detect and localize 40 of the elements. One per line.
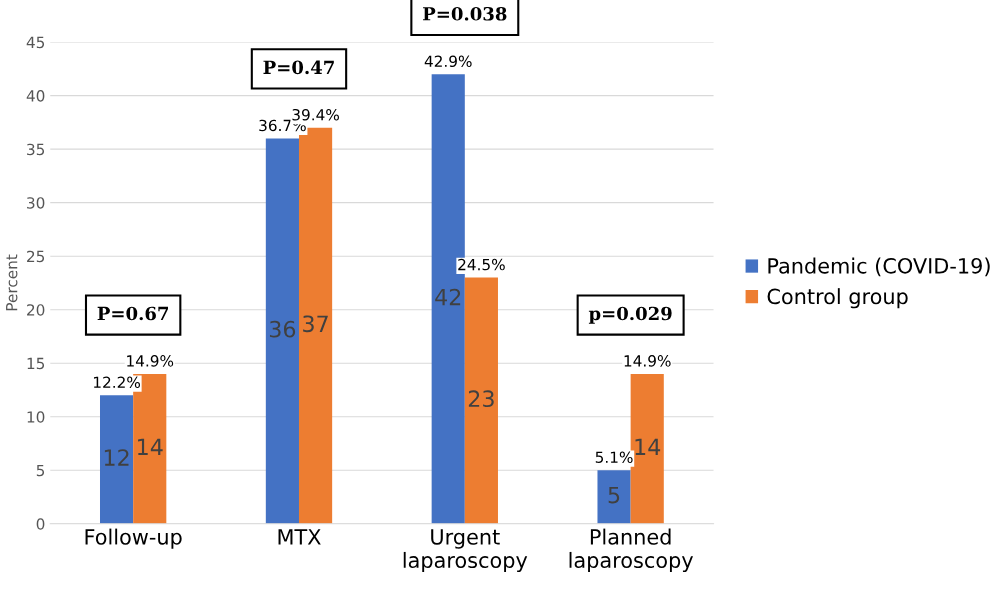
- data-label: 12: [104, 449, 129, 466]
- y-tick-label: 0: [36, 518, 45, 530]
- bar: [597, 470, 631, 524]
- annotation: P=0.47: [263, 60, 334, 75]
- y-tick-label: 35: [27, 143, 45, 156]
- bar: [265, 138, 299, 524]
- text: P=0.038: [423, 6, 507, 21]
- annotation: 39.4%: [292, 108, 339, 121]
- x-tick-label: Follow-up: [85, 528, 182, 549]
- x-tick-label: Urgent laparoscopy: [403, 529, 528, 573]
- y-tick-label: 20: [27, 304, 45, 316]
- data-label: 23: [468, 390, 494, 408]
- x-tick-label: MTX: [278, 529, 321, 545]
- annotation: 12.2%: [93, 376, 140, 389]
- y-tick-label: 40: [26, 90, 45, 102]
- x-tick-label: Planned laparoscopy: [569, 528, 694, 573]
- y-tick-label: 10: [27, 411, 45, 423]
- y-tick-label: 15: [27, 357, 45, 370]
- data-label: 36: [269, 320, 296, 338]
- y-tick-label: 5: [36, 464, 45, 477]
- annotation: P=0.67: [97, 306, 168, 321]
- legend-label: Control group: [767, 288, 908, 309]
- legend-label: Pandemic (COVID-19): [768, 257, 990, 277]
- annotation: p=0.029: [588, 306, 672, 324]
- bar: [464, 277, 498, 524]
- y-axis-title: Percent: [6, 254, 18, 311]
- bar: [100, 395, 134, 524]
- y-tick-label: 45: [26, 36, 45, 49]
- annotation: 14.9%: [624, 355, 671, 367]
- y-tick-label: 25: [27, 250, 45, 263]
- data-label: 42: [435, 288, 461, 306]
- data-label: 5: [608, 486, 620, 504]
- data-label: 37: [303, 315, 328, 333]
- annotation: 5.1%: [595, 451, 633, 463]
- annotation: 42.9%: [424, 55, 472, 68]
- data-label: 14: [138, 438, 163, 455]
- annotation: 14.9%: [127, 355, 174, 367]
- annotation: 24.5%: [458, 258, 505, 271]
- y-tick-label: 30: [27, 197, 45, 209]
- data-label: 14: [635, 438, 661, 455]
